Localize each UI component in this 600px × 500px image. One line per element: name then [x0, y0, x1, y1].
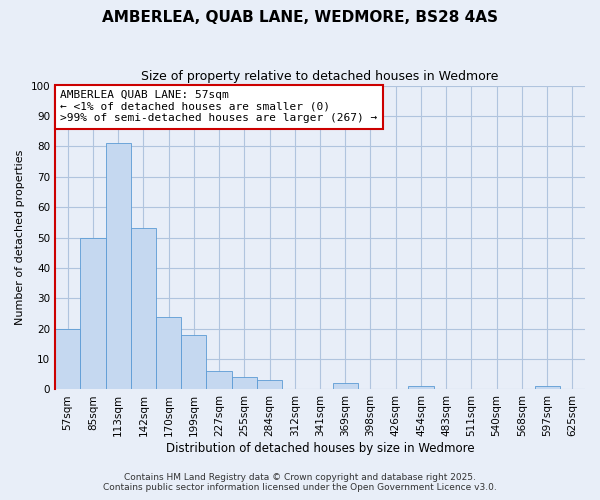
Bar — [80, 238, 106, 390]
X-axis label: Distribution of detached houses by size in Wedmore: Distribution of detached houses by size … — [166, 442, 475, 455]
Bar — [206, 371, 232, 390]
Text: AMBERLEA, QUAB LANE, WEDMORE, BS28 4AS: AMBERLEA, QUAB LANE, WEDMORE, BS28 4AS — [102, 10, 498, 25]
Title: Size of property relative to detached houses in Wedmore: Size of property relative to detached ho… — [142, 70, 499, 83]
Y-axis label: Number of detached properties: Number of detached properties — [15, 150, 25, 325]
Bar — [332, 384, 358, 390]
Bar — [55, 328, 80, 390]
Bar — [535, 386, 560, 390]
Bar — [232, 378, 257, 390]
Text: AMBERLEA QUAB LANE: 57sqm
← <1% of detached houses are smaller (0)
>99% of semi-: AMBERLEA QUAB LANE: 57sqm ← <1% of detac… — [61, 90, 377, 124]
Text: Contains HM Land Registry data © Crown copyright and database right 2025.
Contai: Contains HM Land Registry data © Crown c… — [103, 473, 497, 492]
Bar — [156, 316, 181, 390]
Bar — [181, 335, 206, 390]
Bar — [409, 386, 434, 390]
Bar — [106, 144, 131, 390]
Bar — [257, 380, 282, 390]
Bar — [131, 228, 156, 390]
